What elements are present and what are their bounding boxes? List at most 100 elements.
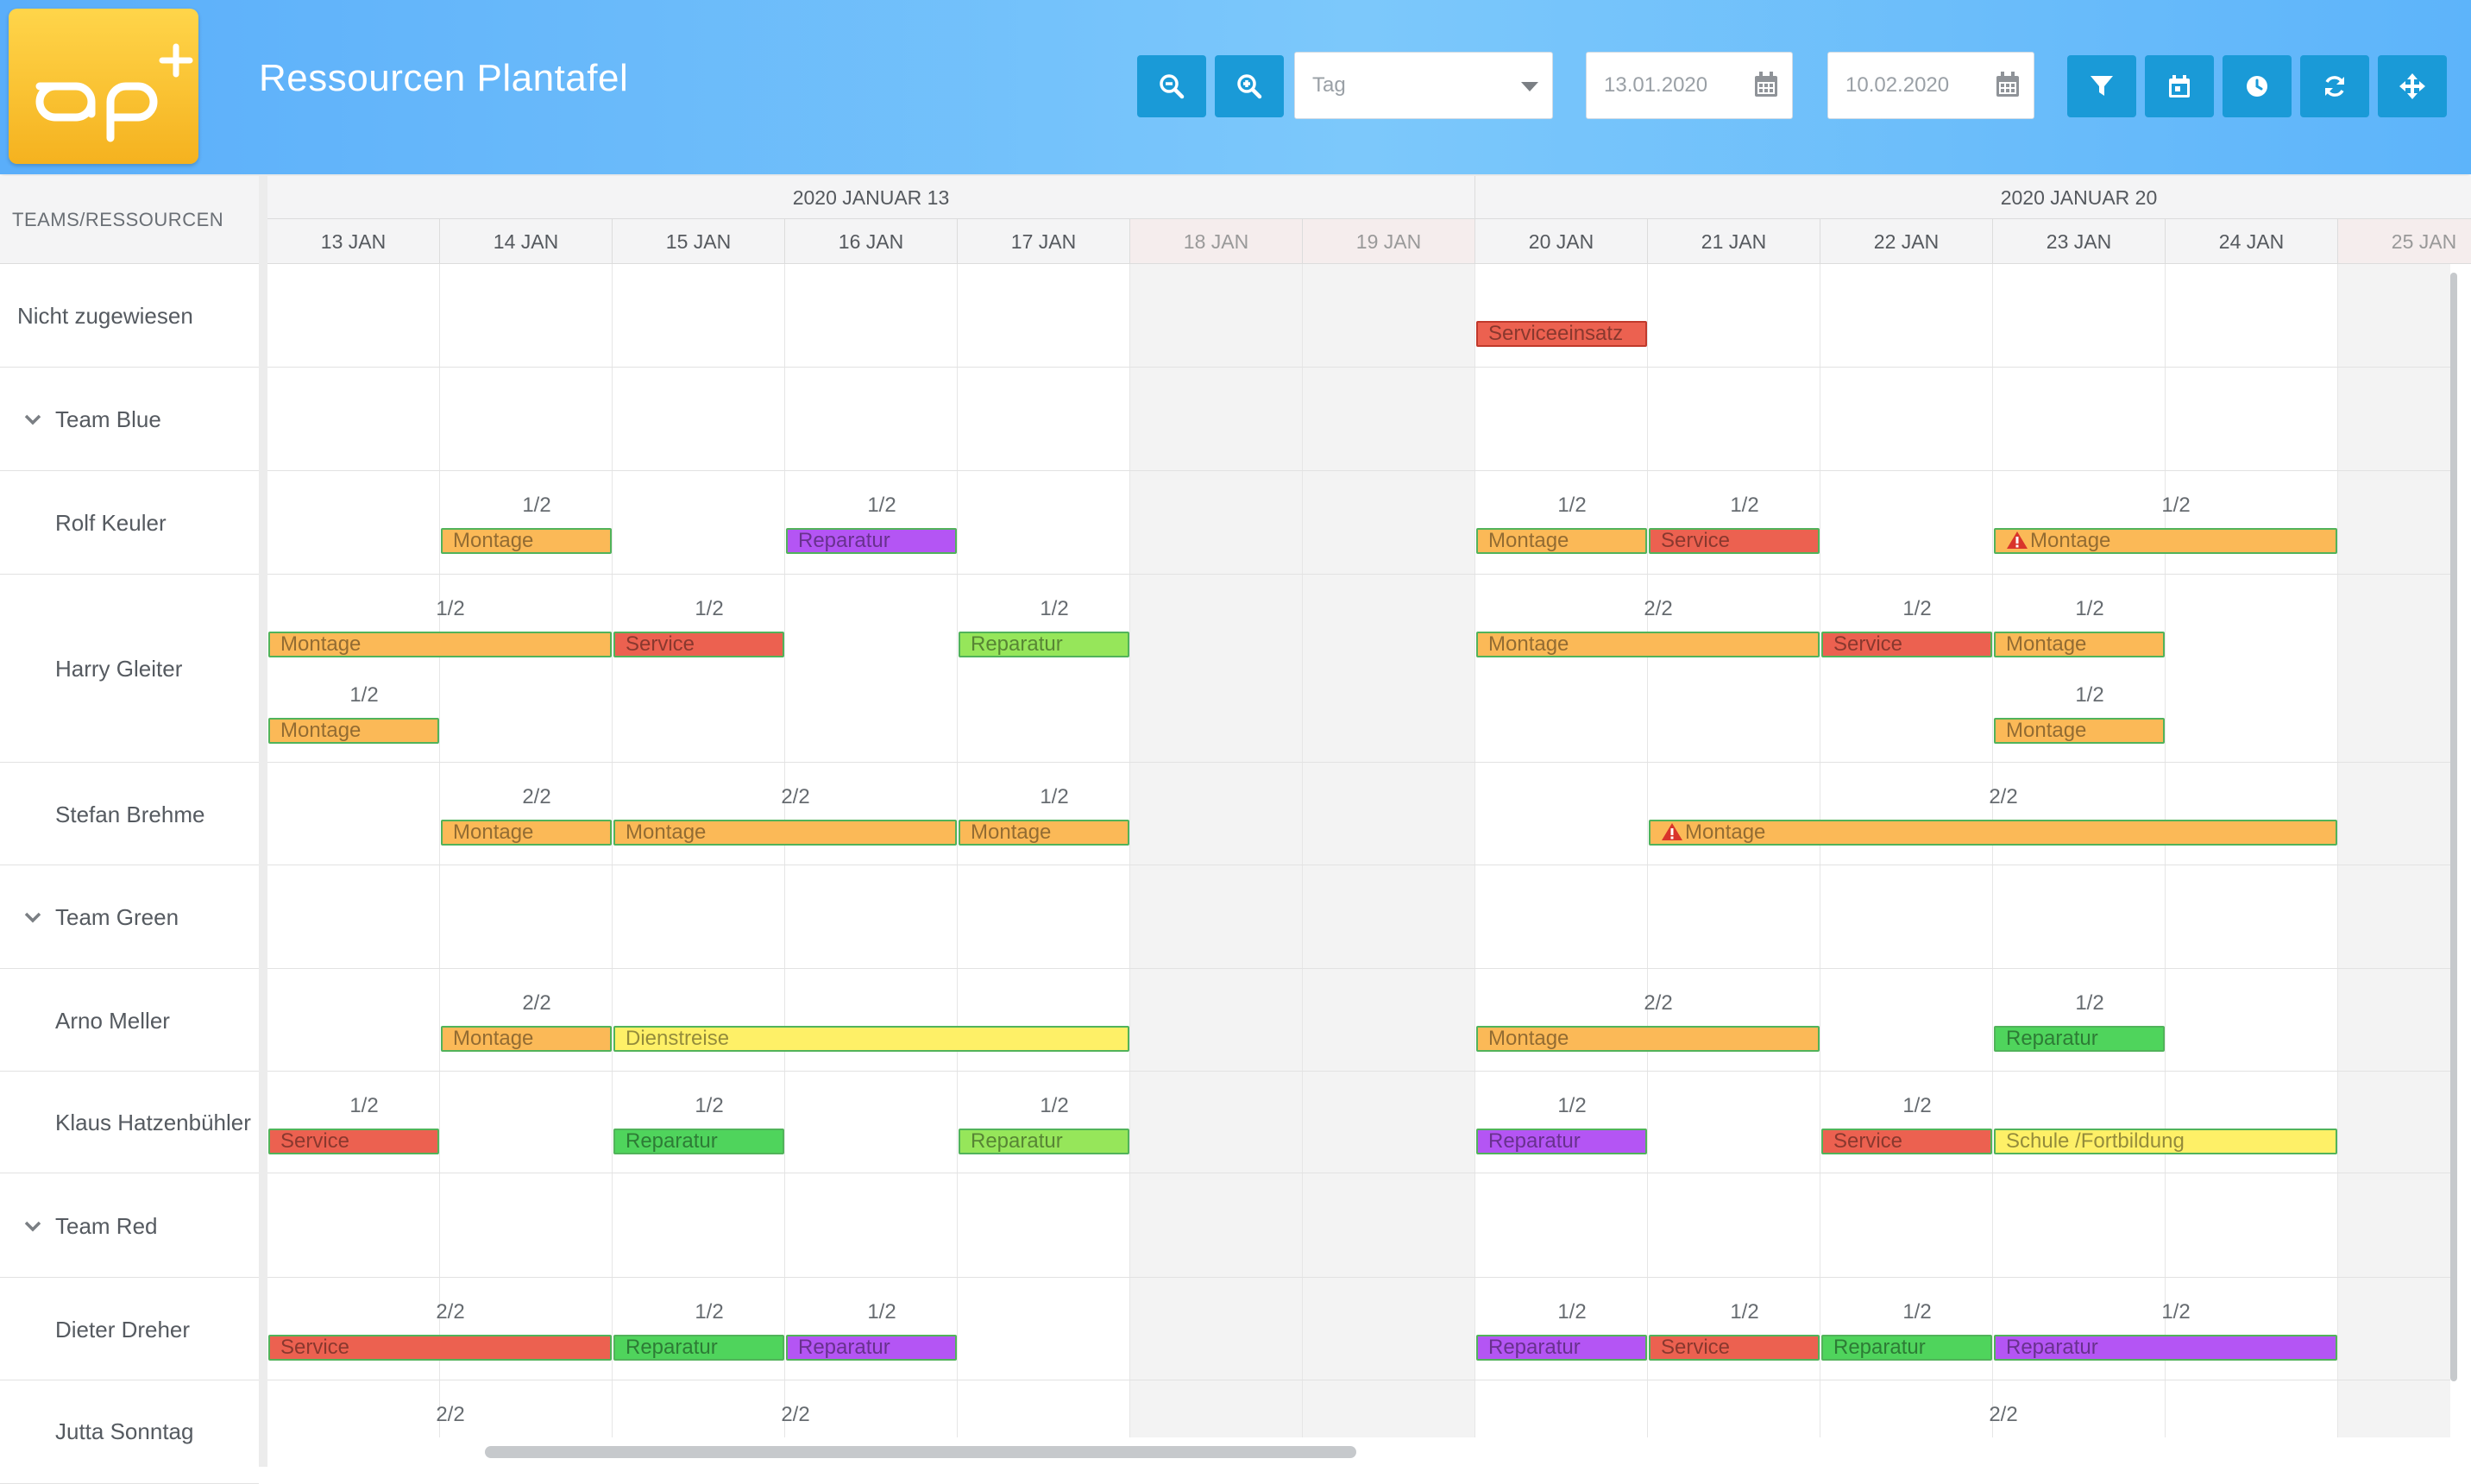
event-bar[interactable]: Reparatur: [613, 1335, 784, 1361]
resource-label: Stefan Brehme: [55, 801, 205, 827]
chevron-down-icon[interactable]: [24, 1221, 41, 1233]
chevron-down-icon[interactable]: [24, 912, 41, 924]
event-bar[interactable]: Montage: [441, 1026, 612, 1052]
calendar-icon: [1755, 72, 1777, 97]
capacity-label: 1/2: [436, 597, 465, 620]
event-bar[interactable]: Montage: [1994, 528, 2337, 554]
app-logo[interactable]: [9, 9, 198, 164]
calendar-button[interactable]: [2145, 55, 2214, 117]
event-bar[interactable]: Reparatur: [1821, 1335, 1992, 1361]
event-label: Montage: [971, 821, 1052, 844]
event-bar[interactable]: Montage: [1476, 528, 1647, 554]
event-bar[interactable]: Reparatur: [959, 1129, 1129, 1154]
event-bar[interactable]: Reparatur: [1476, 1129, 1647, 1154]
event-bar[interactable]: Montage: [441, 820, 612, 846]
event-bar[interactable]: Service: [613, 632, 784, 657]
event-bar[interactable]: Montage: [1649, 820, 2337, 846]
date-from-field[interactable]: 13.01.2020: [1586, 52, 1793, 119]
zoom-in-icon: [1237, 74, 1262, 99]
event-label: Montage: [626, 821, 707, 844]
event-bar[interactable]: Reparatur: [613, 1129, 784, 1154]
date-to-field[interactable]: 10.02.2020: [1827, 52, 2034, 119]
event-bar[interactable]: Montage: [1994, 718, 2165, 744]
team-row[interactable]: Team Blue: [0, 368, 259, 471]
event-bar[interactable]: Montage: [959, 820, 1129, 846]
event-bar[interactable]: Reparatur: [786, 528, 957, 554]
event-bar[interactable]: Serviceeinsatz: [1476, 321, 1647, 347]
zoom-in-button[interactable]: [1215, 55, 1284, 117]
resource-row[interactable]: Arno Meller: [0, 969, 259, 1072]
horizontal-scrollbar[interactable]: [485, 1446, 1356, 1458]
refresh-button[interactable]: [2300, 55, 2369, 117]
schedule-grid: Serviceeinsatz 1/2 Montage 1/2 Reparatur 1/2 M…: [267, 264, 2450, 1437]
calendar-icon: [1996, 72, 2019, 97]
row-divider: [267, 367, 2450, 368]
resource-row[interactable]: Rolf Keuler: [0, 471, 259, 575]
day-column: [2338, 264, 2450, 1437]
team-row[interactable]: Team Green: [0, 865, 259, 969]
event-bar[interactable]: Reparatur: [786, 1335, 957, 1361]
page-title: Ressourcen Plantafel: [259, 57, 629, 99]
event-bar[interactable]: Montage: [441, 528, 612, 554]
resource-row[interactable]: Stefan Brehme: [0, 763, 259, 865]
resource-row[interactable]: Jutta Sonntag: [0, 1380, 259, 1484]
resource-row[interactable]: Nicht zugewiesen: [0, 264, 259, 368]
zoom-out-icon: [1160, 74, 1185, 99]
event-bar[interactable]: Service: [1649, 528, 1820, 554]
resource-label: Harry Gleiter: [55, 656, 183, 682]
capacity-label: 1/2: [695, 1300, 724, 1324]
resource-row[interactable]: Harry Gleiter: [0, 575, 259, 763]
capacity-label: 1/2: [867, 494, 896, 517]
day-label: 18 JAN: [1130, 219, 1303, 263]
event-bar[interactable]: Montage: [268, 718, 439, 744]
event-bar[interactable]: Montage: [1476, 632, 1820, 657]
zoom-out-button[interactable]: [1137, 55, 1206, 117]
day-label: 20 JAN: [1475, 219, 1648, 263]
day-label: 25 JAN: [2338, 219, 2471, 263]
capacity-label: 2/2: [522, 991, 551, 1015]
event-bar[interactable]: Service: [1821, 632, 1992, 657]
vertical-scrollbar[interactable]: [2450, 273, 2457, 1381]
move-button[interactable]: [2378, 55, 2447, 117]
date-from-value: 13.01.2020: [1604, 73, 1708, 97]
event-bar[interactable]: Montage: [1994, 632, 2165, 657]
event-bar[interactable]: Reparatur: [1994, 1335, 2337, 1361]
event-bar[interactable]: Montage: [268, 632, 612, 657]
chevron-down-icon[interactable]: [24, 414, 41, 426]
event-bar[interactable]: Reparatur: [959, 632, 1129, 657]
capacity-label: 1/2: [2075, 683, 2104, 707]
day-label: 23 JAN: [1993, 219, 2166, 263]
event-bar[interactable]: Montage: [613, 820, 957, 846]
resource-row[interactable]: Klaus Hatzenbühler: [0, 1072, 259, 1173]
event-bar[interactable]: Reparatur: [1476, 1335, 1647, 1361]
capacity-label: 2/2: [1644, 991, 1673, 1015]
event-bar[interactable]: Dienstreise: [613, 1026, 1129, 1052]
day-label: 15 JAN: [613, 219, 785, 263]
event-bar[interactable]: Service: [1649, 1335, 1820, 1361]
event-bar[interactable]: Reparatur: [1994, 1026, 2165, 1052]
day-column: [440, 264, 613, 1437]
ap-plus-logo-icon: [35, 43, 193, 142]
day-column: [958, 264, 1130, 1437]
event-bar[interactable]: Service: [1821, 1129, 1992, 1154]
event-bar[interactable]: Service: [268, 1335, 612, 1361]
day-label: 22 JAN: [1820, 219, 1993, 263]
capacity-label: 1/2: [2161, 494, 2191, 517]
event-bar[interactable]: Montage: [1476, 1026, 1820, 1052]
event-label: Serviceeinsatz: [1488, 322, 1624, 345]
capacity-label: 1/2: [1557, 494, 1587, 517]
event-label: Reparatur: [971, 1129, 1063, 1153]
resource-label: Arno Meller: [55, 1007, 170, 1034]
capacity-label: 2/2: [522, 785, 551, 808]
panel-splitter[interactable]: [259, 176, 267, 1467]
team-row[interactable]: Team Red: [0, 1173, 259, 1278]
time-button[interactable]: [2223, 55, 2292, 117]
filter-button[interactable]: [2067, 55, 2136, 117]
event-bar[interactable]: Service: [268, 1129, 439, 1154]
week-label: 2020 JANUAR 13: [267, 176, 1475, 219]
view-select[interactable]: Tag: [1294, 52, 1553, 119]
resource-row[interactable]: Dieter Dreher: [0, 1278, 259, 1380]
resource-label: Team Blue: [55, 406, 161, 432]
capacity-label: 1/2: [867, 1300, 896, 1324]
event-bar[interactable]: Schule /Fortbildung: [1994, 1129, 2337, 1154]
